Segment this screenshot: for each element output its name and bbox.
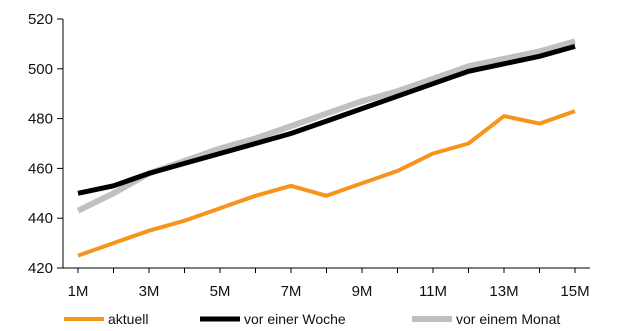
- y-tick-label: 420: [28, 260, 53, 277]
- x-tick-label: 11M: [419, 283, 447, 300]
- x-tick-label: 3M: [139, 283, 160, 300]
- chart-series: [76, 38, 576, 258]
- y-tick-label: 500: [28, 61, 53, 78]
- x-tick-label: 7M: [281, 283, 302, 300]
- y-axis-ticks: 420 440 460 480 500 520: [28, 11, 63, 277]
- y-tick-label: 480: [28, 111, 53, 128]
- legend-label: aktuell: [108, 311, 148, 327]
- x-tick-label: 5M: [210, 283, 231, 300]
- series-line-1: [77, 43, 576, 196]
- chart-legend: aktuell vor einer Woche vor einem Monat: [64, 311, 560, 327]
- x-tick-label: 1M: [68, 283, 89, 300]
- y-tick-label: 460: [28, 160, 53, 177]
- x-tick-label: 15M: [560, 283, 589, 300]
- y-tick-label: 440: [28, 210, 53, 227]
- x-tick-label: 9M: [352, 283, 373, 300]
- legend-label: vor einem Monat: [456, 311, 560, 327]
- x-tick-label: 13M: [489, 283, 518, 300]
- legend-label: vor einer Woche: [244, 311, 346, 327]
- y-tick-label: 520: [28, 11, 53, 28]
- series-line-0: [77, 109, 576, 258]
- x-axis-ticks: 1M 3M 5M 7M 9M 11M 13M 15M: [68, 268, 590, 300]
